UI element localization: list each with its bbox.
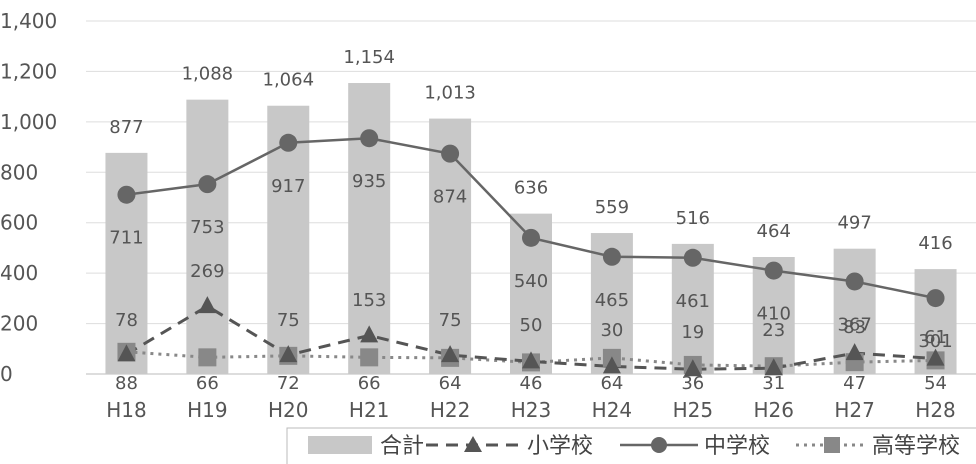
data-label-total: 877 bbox=[109, 117, 143, 138]
data-label-high-school: 88 bbox=[115, 373, 138, 394]
data-label-junior-high: 301 bbox=[918, 331, 952, 352]
data-label-elementary: 75 bbox=[439, 310, 462, 331]
data-label-junior-high: 367 bbox=[837, 314, 871, 335]
y-tick-label: 1,200 bbox=[0, 59, 57, 83]
marker-elementary bbox=[764, 358, 783, 376]
data-label-total: 497 bbox=[837, 213, 871, 234]
marker-junior-high bbox=[198, 175, 217, 194]
marker-elementary bbox=[279, 345, 298, 363]
legend-marker-high-school bbox=[824, 437, 840, 453]
bar-total bbox=[186, 99, 229, 374]
data-label-high-school: 64 bbox=[600, 373, 623, 394]
marker-elementary bbox=[198, 296, 217, 314]
marker-elementary bbox=[602, 356, 621, 374]
marker-junior-high bbox=[279, 133, 298, 152]
y-tick-label: 600 bbox=[0, 211, 38, 235]
marker-high-school bbox=[198, 348, 217, 367]
x-tick-label: H28 bbox=[915, 398, 956, 422]
data-label-high-school: 66 bbox=[358, 373, 381, 394]
data-label-junior-high: 753 bbox=[190, 217, 224, 238]
marker-junior-high bbox=[602, 247, 621, 266]
y-tick-label: 1,400 bbox=[0, 9, 57, 33]
legend-label-junior-high: 中学校 bbox=[704, 434, 770, 459]
marker-junior-high bbox=[360, 129, 379, 148]
data-label-junior-high: 874 bbox=[433, 187, 467, 208]
data-label-junior-high: 711 bbox=[109, 228, 143, 249]
data-label-elementary: 75 bbox=[277, 310, 300, 331]
x-tick-label: H19 bbox=[187, 398, 228, 422]
data-label-total: 1,013 bbox=[424, 83, 476, 104]
data-label-junior-high: 461 bbox=[676, 291, 710, 312]
data-label-high-school: 46 bbox=[520, 373, 543, 394]
data-label-junior-high: 465 bbox=[595, 290, 629, 311]
y-tick-label: 800 bbox=[0, 160, 38, 184]
marker-elementary bbox=[441, 345, 460, 363]
data-label-high-school: 66 bbox=[196, 373, 219, 394]
x-tick-label: H27 bbox=[834, 398, 875, 422]
line-elementary bbox=[125, 304, 936, 371]
data-label-high-school: 36 bbox=[681, 373, 704, 394]
legend-label-high-school: 高等学校 bbox=[872, 434, 960, 459]
x-tick-label: H25 bbox=[673, 398, 714, 422]
legend-swatch-total bbox=[308, 436, 372, 454]
marker-elementary bbox=[360, 325, 379, 343]
x-tick-label: H22 bbox=[430, 398, 471, 422]
x-tick-label: H23 bbox=[511, 398, 552, 422]
marker-junior-high bbox=[522, 228, 540, 247]
marker-junior-high bbox=[441, 144, 460, 163]
x-tick-label: H21 bbox=[349, 398, 390, 422]
x-tick-label: H24 bbox=[592, 398, 633, 422]
data-label-elementary: 61 bbox=[924, 327, 947, 348]
data-label-elementary: 19 bbox=[681, 322, 704, 343]
data-label-elementary: 23 bbox=[762, 320, 785, 341]
data-label-total: 416 bbox=[918, 233, 952, 254]
marker-elementary bbox=[522, 351, 540, 369]
data-label-elementary: 83 bbox=[843, 317, 866, 338]
data-label-elementary: 30 bbox=[600, 320, 623, 341]
data-label-junior-high: 540 bbox=[514, 271, 548, 292]
data-label-elementary: 50 bbox=[520, 315, 543, 336]
legend-marker-junior-high bbox=[651, 437, 667, 453]
y-tick-label: 200 bbox=[0, 312, 38, 336]
marker-junior-high bbox=[926, 289, 945, 308]
data-label-junior-high: 917 bbox=[271, 176, 305, 197]
data-label-total: 464 bbox=[757, 221, 791, 242]
data-label-high-school: 47 bbox=[843, 373, 866, 394]
data-label-total: 636 bbox=[514, 178, 548, 199]
marker-junior-high bbox=[764, 261, 783, 280]
data-label-junior-high: 410 bbox=[757, 304, 791, 325]
data-label-high-school: 64 bbox=[439, 373, 462, 394]
x-tick-label: H26 bbox=[753, 398, 794, 422]
legend-marker-elementary bbox=[464, 436, 482, 452]
data-label-total: 1,154 bbox=[343, 47, 395, 68]
marker-junior-high bbox=[845, 272, 864, 291]
y-tick-label: 0 bbox=[0, 362, 13, 386]
marker-elementary bbox=[845, 343, 864, 361]
marker-high-school bbox=[360, 348, 379, 367]
data-label-total: 1,064 bbox=[263, 70, 315, 91]
marker-elementary bbox=[926, 348, 945, 366]
x-tick-label: H18 bbox=[106, 398, 147, 422]
legend-label-elementary: 小学校 bbox=[527, 434, 593, 459]
data-label-total: 559 bbox=[595, 197, 629, 218]
marker-elementary bbox=[117, 344, 136, 362]
y-tick-label: 400 bbox=[0, 261, 38, 285]
marker-elementary bbox=[683, 359, 702, 377]
marker-junior-high bbox=[117, 185, 136, 204]
data-label-high-school: 72 bbox=[277, 373, 300, 394]
data-label-junior-high: 935 bbox=[352, 171, 386, 192]
data-label-elementary: 153 bbox=[352, 290, 386, 311]
x-tick-label: H20 bbox=[268, 398, 309, 422]
data-label-elementary: 78 bbox=[115, 310, 138, 331]
data-label-elementary: 269 bbox=[190, 261, 224, 282]
y-tick-label: 1,000 bbox=[0, 110, 57, 134]
legend-label-total: 合計 bbox=[380, 434, 424, 459]
data-label-total: 516 bbox=[676, 208, 710, 229]
data-label-high-school: 54 bbox=[924, 373, 947, 394]
marker-junior-high bbox=[683, 248, 702, 267]
data-label-total: 1,088 bbox=[182, 64, 234, 85]
data-label-high-school: 31 bbox=[762, 373, 785, 394]
